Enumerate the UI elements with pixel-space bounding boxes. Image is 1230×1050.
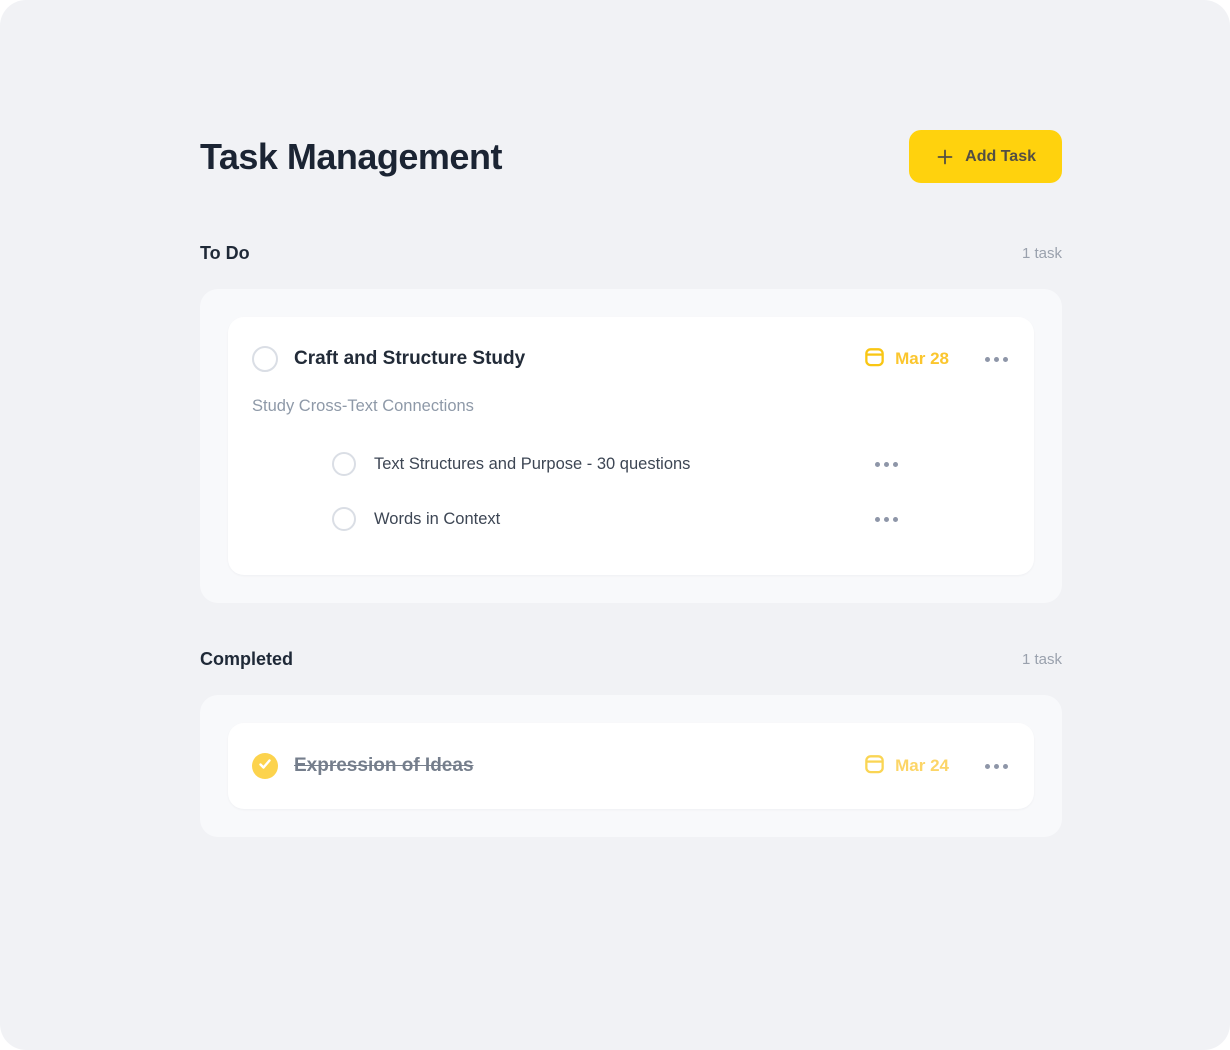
calendar-icon: [863, 752, 886, 780]
section-count: 1 task: [1021, 651, 1062, 668]
subtask-checkbox[interactable]: [332, 507, 356, 531]
section-header-completed: Completed 1 task: [200, 649, 1062, 670]
task-title: Craft and Structure Study: [294, 348, 526, 369]
subtask-menu-button[interactable]: [873, 513, 900, 526]
task-due-date: Mar 24: [895, 756, 949, 775]
section-count: 1 task: [1021, 245, 1062, 262]
plus-icon: [935, 147, 955, 167]
page-header: Task Management Add Task: [200, 130, 1062, 183]
task-due-group: Mar 28: [863, 345, 949, 373]
task-checkbox-checked[interactable]: [252, 753, 278, 779]
calendar-icon: [863, 345, 886, 373]
check-icon: [258, 757, 272, 776]
task-card: Craft and Structure Study Mar 28: [228, 317, 1034, 575]
add-task-button[interactable]: Add Task: [909, 130, 1062, 183]
subtask-checkbox[interactable]: [332, 452, 356, 476]
ellipsis-icon: [875, 516, 880, 522]
task-description: Study Cross-Text Connections: [252, 397, 474, 415]
ellipsis-icon: [985, 763, 990, 769]
subtask-title: Text Structures and Purpose - 30 questio…: [374, 454, 691, 473]
task-checkbox[interactable]: [252, 346, 278, 372]
ellipsis-icon: [985, 356, 990, 362]
subtask-row: Words in Context: [332, 507, 900, 531]
task-due-date: Mar 28: [895, 349, 949, 368]
subtask-menu-button[interactable]: [873, 458, 900, 471]
task-card: Expression of Ideas Mar 24: [228, 723, 1034, 809]
task-due-group: Mar 24: [863, 752, 949, 780]
section-header-todo: To Do 1 task: [200, 243, 1062, 264]
task-row: Craft and Structure Study Mar 28: [252, 345, 1010, 373]
task-title: Expression of Ideas: [294, 755, 474, 776]
subtask-list: Text Structures and Purpose - 30 questio…: [332, 452, 900, 531]
page-title: Task Management: [200, 135, 502, 177]
completed-section-box: Expression of Ideas Mar 24: [200, 695, 1062, 837]
add-task-label: Add Task: [965, 147, 1036, 165]
section-label: Completed: [200, 649, 294, 669]
subtask-row: Text Structures and Purpose - 30 questio…: [332, 452, 900, 476]
subtask-title: Words in Context: [374, 509, 501, 528]
ellipsis-icon: [875, 461, 880, 467]
main-content: Task Management Add Task To Do 1 task Cr…: [200, 0, 1062, 837]
todo-section-box: Craft and Structure Study Mar 28: [200, 289, 1062, 603]
task-menu-button[interactable]: [983, 353, 1010, 366]
task-row: Expression of Ideas Mar 24: [252, 752, 1010, 780]
section-label: To Do: [200, 243, 250, 263]
task-menu-button[interactable]: [983, 760, 1010, 773]
